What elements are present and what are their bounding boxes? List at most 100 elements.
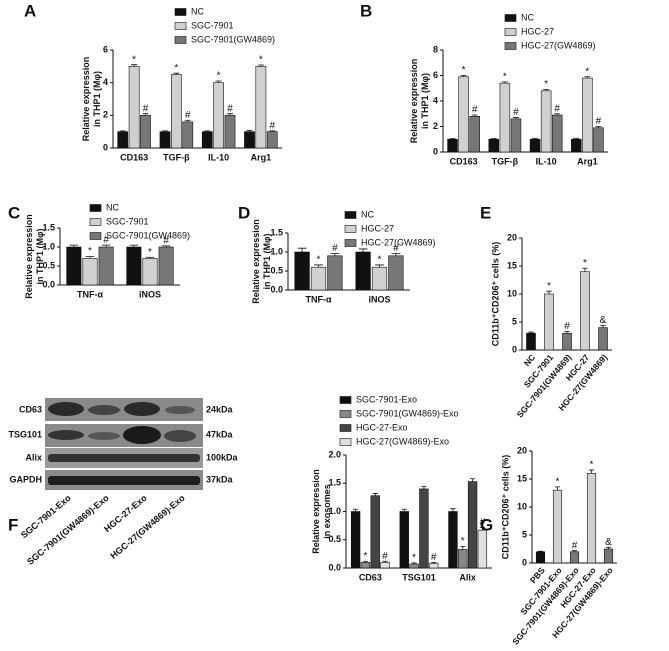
y-axis-label: CD11b⁺CD206⁺ cells (%) [500,455,510,560]
error-bar [226,113,234,116]
error-bar [460,546,466,550]
bar [447,138,458,153]
panel-letter: G [480,515,493,534]
annotation: * [503,72,507,83]
y-axis-label: Relative expression [81,57,91,142]
x-tick-label: CD63 [359,572,382,582]
bar [201,131,213,149]
legend-label: NC [191,6,204,16]
error-bar [600,324,606,328]
bar [128,66,140,149]
bar [66,246,82,286]
error-bar [411,562,417,565]
y-axis-label: Relative expression [24,214,34,299]
y-tick-label: 15 [517,473,527,483]
error-bar [564,331,570,334]
y-axis-label: CD11b⁺CD206⁺ cells (%) [490,242,500,347]
annotation: * [174,63,178,74]
annotation: # [564,321,570,332]
legend-label: HGC-27 [361,223,394,233]
y-tick-label: 8 [433,44,438,54]
y-axis-label: in THP1 (Mφ) [35,229,45,285]
y-tick-label: 0.0 [328,562,341,572]
x-tick-label: Alix [459,572,476,582]
annotation: # [480,517,486,528]
legend-swatch [504,42,517,50]
bar [529,138,541,153]
annotation: * [88,246,92,257]
y-tick-label: 20 [517,445,527,455]
y-axis-label: in THP1 (Mφ) [92,71,102,127]
legend-swatch [344,225,357,233]
y-tick-label: 0.0 [270,284,283,294]
legend-label: SGC-7901-Exo [356,394,417,404]
legend-label: HGC-27(GW4869) [361,237,436,247]
bar [409,563,419,569]
band [124,402,160,416]
error-bar [537,550,544,552]
x-tick-label: iNOS [139,289,161,299]
band [164,430,196,442]
error-bar [469,478,476,482]
y-tick-label: 6 [103,44,108,54]
legend-swatch [89,232,102,240]
x-tick-label: CD163 [450,156,478,166]
x-tick-label: iNOS [368,294,390,304]
error-bar [85,256,95,259]
annotation: # [269,120,275,131]
legend-swatch [344,211,357,219]
error-bar [431,561,437,564]
bar [399,511,409,569]
bar [582,77,593,153]
y-tick-label: 1.5 [328,478,341,488]
bar [603,548,614,564]
band [48,430,84,440]
bar [371,266,388,291]
x-tick-label: TGF-β [492,156,519,166]
y-tick-label: 2 [433,121,438,131]
legend-label: HGC-27(GW4869)-Exo [356,436,449,446]
y-tick-label: 0 [433,146,438,156]
error-bar [501,81,508,84]
annotation: # [472,105,478,116]
y-tick-label: 2 [103,110,108,120]
error-bar [204,130,211,132]
annotation: * [317,255,321,266]
error-bar [173,72,180,75]
bar [526,332,536,351]
bar [448,511,458,569]
annotation: # [185,110,191,121]
bar [266,131,278,149]
annotation: * [148,247,152,258]
annotation: * [132,54,136,65]
y-tick-label: 0.5 [270,265,283,275]
error-bar [450,508,456,512]
error-bar [184,119,191,122]
bar [458,76,469,153]
band [48,476,200,485]
bar [593,127,604,153]
bar [224,115,236,149]
annotation: # [382,551,388,562]
y-tick-label: 1.0 [270,246,283,256]
annotation: * [461,536,465,547]
legend-label: SGC-7901(GW4869) [106,230,190,240]
y-tick-label: 0 [103,142,108,152]
error-bar [449,138,456,140]
blot-size: 24kDa [206,404,234,414]
bar [544,293,554,351]
legend-label: HGC-27 [521,26,554,36]
legend-swatch [504,28,517,36]
legend-swatch [89,218,102,226]
error-bar [571,550,578,552]
legend-swatch [339,396,352,404]
bar [552,489,563,564]
bar [580,271,590,351]
bar [551,114,563,153]
annotation: & [600,315,607,326]
y-tick-label: 0.5 [328,534,341,544]
bar [159,131,171,149]
legend-label: NC [521,12,534,22]
y-tick-label: 5 [522,529,527,539]
bar [310,266,327,291]
